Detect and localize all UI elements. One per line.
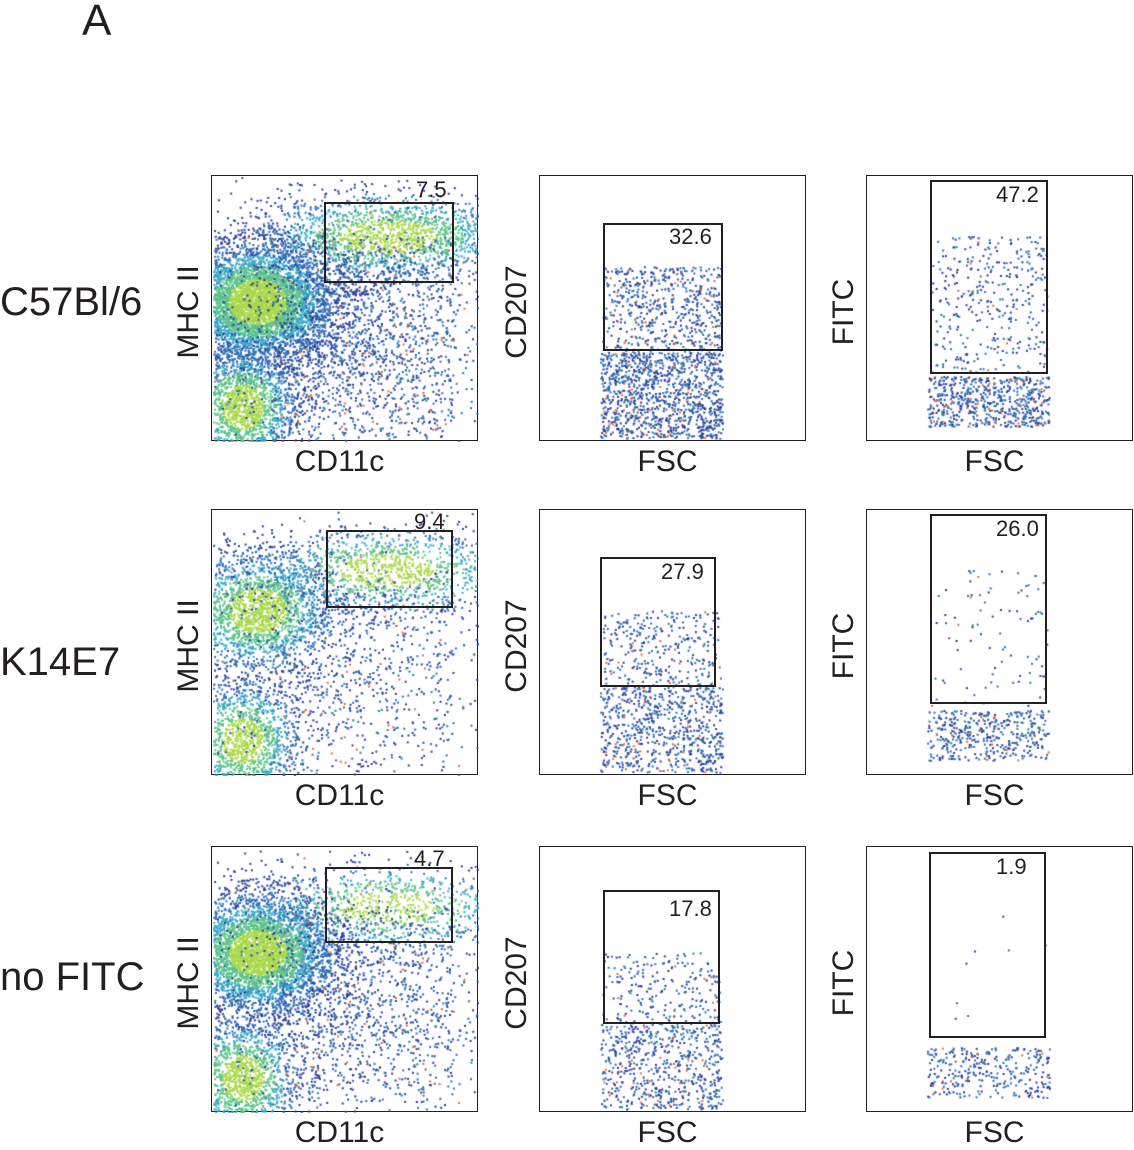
row-label-0: C57Bl/6 bbox=[0, 280, 143, 324]
gate-percent-r1-c1: 27.9 bbox=[661, 559, 704, 584]
x-axis-label-r1-c1: FSC bbox=[637, 779, 698, 812]
scatter-points-r2-c2 bbox=[867, 847, 1134, 1113]
gate-percent-r1-c2: 26.0 bbox=[996, 516, 1039, 541]
gate-box-r2-c0 bbox=[325, 867, 453, 943]
gate-percent-r2-c0: 4.7 bbox=[414, 846, 445, 871]
x-axis-label-r2-c0: CD11c bbox=[294, 1116, 385, 1149]
gate-box-r2-c1 bbox=[603, 890, 720, 1024]
gate-box-r0-c1 bbox=[603, 223, 723, 351]
x-axis-label-r2-c2: FSC bbox=[964, 1116, 1025, 1149]
y-axis-label-r1-c0: MHC II bbox=[172, 599, 205, 693]
gate-box-r1-c1 bbox=[600, 557, 716, 687]
gate-box-r1-c0 bbox=[326, 530, 453, 608]
y-axis-label-r2-c1: CD207 bbox=[500, 936, 533, 1030]
gate-box-r2-c2 bbox=[929, 852, 1046, 1038]
x-axis-label-r2-c1: FSC bbox=[637, 1116, 698, 1149]
y-axis-label-r0-c0: MHC II bbox=[172, 265, 205, 359]
y-axis-label-r2-c0: MHC II bbox=[172, 936, 205, 1030]
gate-percent-r0-c0: 7.5 bbox=[416, 177, 447, 202]
gate-percent-r1-c0: 9.4 bbox=[414, 509, 445, 534]
scatter-points-r2-c0 bbox=[212, 847, 479, 1113]
x-axis-label-r0-c1: FSC bbox=[637, 445, 698, 478]
gate-box-r0-c2 bbox=[930, 180, 1048, 374]
y-axis-label-r2-c2: FITC bbox=[827, 949, 860, 1017]
x-axis-label-r0-c2: FSC bbox=[964, 445, 1025, 478]
row-label-1: K14E7 bbox=[0, 640, 121, 684]
scatter-plot-r0-c2 bbox=[866, 175, 1134, 442]
gate-box-r0-c0 bbox=[324, 202, 454, 283]
scatter-points-r1-c0 bbox=[212, 510, 479, 776]
y-axis-label-r1-c2: FITC bbox=[827, 612, 860, 680]
scatter-points-r1-c2 bbox=[867, 510, 1134, 776]
gate-box-r1-c2 bbox=[930, 514, 1047, 704]
scatter-points-r0-c0 bbox=[212, 176, 479, 442]
x-axis-label-r1-c0: CD11c bbox=[294, 779, 385, 812]
gate-percent-r0-c2: 47.2 bbox=[996, 182, 1039, 207]
scatter-points-r0-c2 bbox=[867, 176, 1134, 442]
scatter-plot-r2-c2 bbox=[866, 846, 1134, 1113]
scatter-plot-r2-c0 bbox=[211, 846, 479, 1113]
x-axis-label-r1-c2: FSC bbox=[964, 779, 1025, 812]
panel-letter: A bbox=[82, 0, 112, 45]
scatter-plot-r1-c1 bbox=[539, 509, 807, 776]
y-axis-label-r1-c1: CD207 bbox=[500, 599, 533, 693]
scatter-plot-r0-c1 bbox=[539, 175, 807, 442]
gate-percent-r0-c1: 32.6 bbox=[669, 224, 712, 249]
y-axis-label-r0-c2: FITC bbox=[827, 278, 860, 346]
row-label-2: no FITC bbox=[0, 955, 145, 999]
scatter-plot-r0-c0 bbox=[211, 175, 479, 442]
y-axis-label-r0-c1: CD207 bbox=[500, 265, 533, 359]
scatter-plot-r1-c0 bbox=[211, 509, 479, 776]
gate-percent-r2-c1: 17.8 bbox=[669, 896, 712, 921]
scatter-plot-r1-c2 bbox=[866, 509, 1134, 776]
scatter-points-r1-c1 bbox=[540, 510, 807, 776]
x-axis-label-r0-c0: CD11c bbox=[294, 445, 385, 478]
scatter-points-r0-c1 bbox=[540, 176, 807, 442]
gate-percent-r2-c2: 1.9 bbox=[996, 854, 1027, 879]
